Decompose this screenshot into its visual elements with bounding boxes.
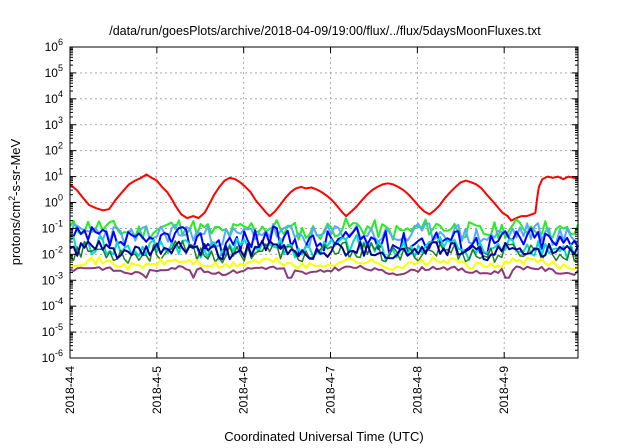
- y-tick-label: 10-1: [42, 218, 63, 235]
- x-tick-label: 2018-4-5: [150, 366, 164, 414]
- y-tick-label: 101: [45, 167, 63, 184]
- series-line-2: [69, 222, 579, 249]
- x-tick-label: 2018-4-9: [497, 366, 511, 414]
- series-group: [69, 173, 579, 279]
- y-tick-label: 102: [45, 141, 63, 158]
- x-tick-label: 2018-4-8: [410, 366, 424, 414]
- series-line-7: [69, 256, 579, 272]
- y-tick-label: 10-5: [42, 322, 63, 339]
- x-axis: 2018-4-4 2018-4-5 2018-4-6 2018-4-7 2018-4-8…: [63, 47, 511, 414]
- y-tick-label: 106: [45, 37, 63, 54]
- y-tick-label: 10-4: [42, 296, 63, 313]
- y-tick-label: 10-2: [42, 244, 63, 261]
- y-tick-label: 10-6: [42, 348, 63, 365]
- y-tick-label: 10-3: [42, 270, 63, 287]
- y-tick-label: 105: [45, 63, 63, 80]
- x-axis-label: Coordinated Universal Time (UTC): [224, 429, 423, 444]
- series-line-4: [69, 234, 579, 261]
- y-axis: 10-6 10-5 10-4 10-3 10-2 10-1 100 101 102 103 104 1…: [42, 37, 578, 365]
- y-tick-label: 103: [45, 115, 63, 132]
- series-line-6: [69, 239, 579, 262]
- x-tick-label: 2018-4-4: [63, 366, 77, 414]
- series-line-0: [69, 173, 579, 222]
- x-tick-label: 2018-4-7: [324, 366, 338, 414]
- y-tick-label: 104: [45, 89, 63, 106]
- series-line-8: [69, 264, 579, 279]
- grid: [70, 47, 578, 358]
- y-tick-label: 100: [45, 193, 63, 210]
- y-axis-label: protons/cm2-s-sr-MeV: [7, 138, 23, 265]
- chart-title: /data/run/goesPlots/archive/2018-04-09/1…: [109, 24, 541, 38]
- x-tick-label: 2018-4-6: [237, 366, 251, 414]
